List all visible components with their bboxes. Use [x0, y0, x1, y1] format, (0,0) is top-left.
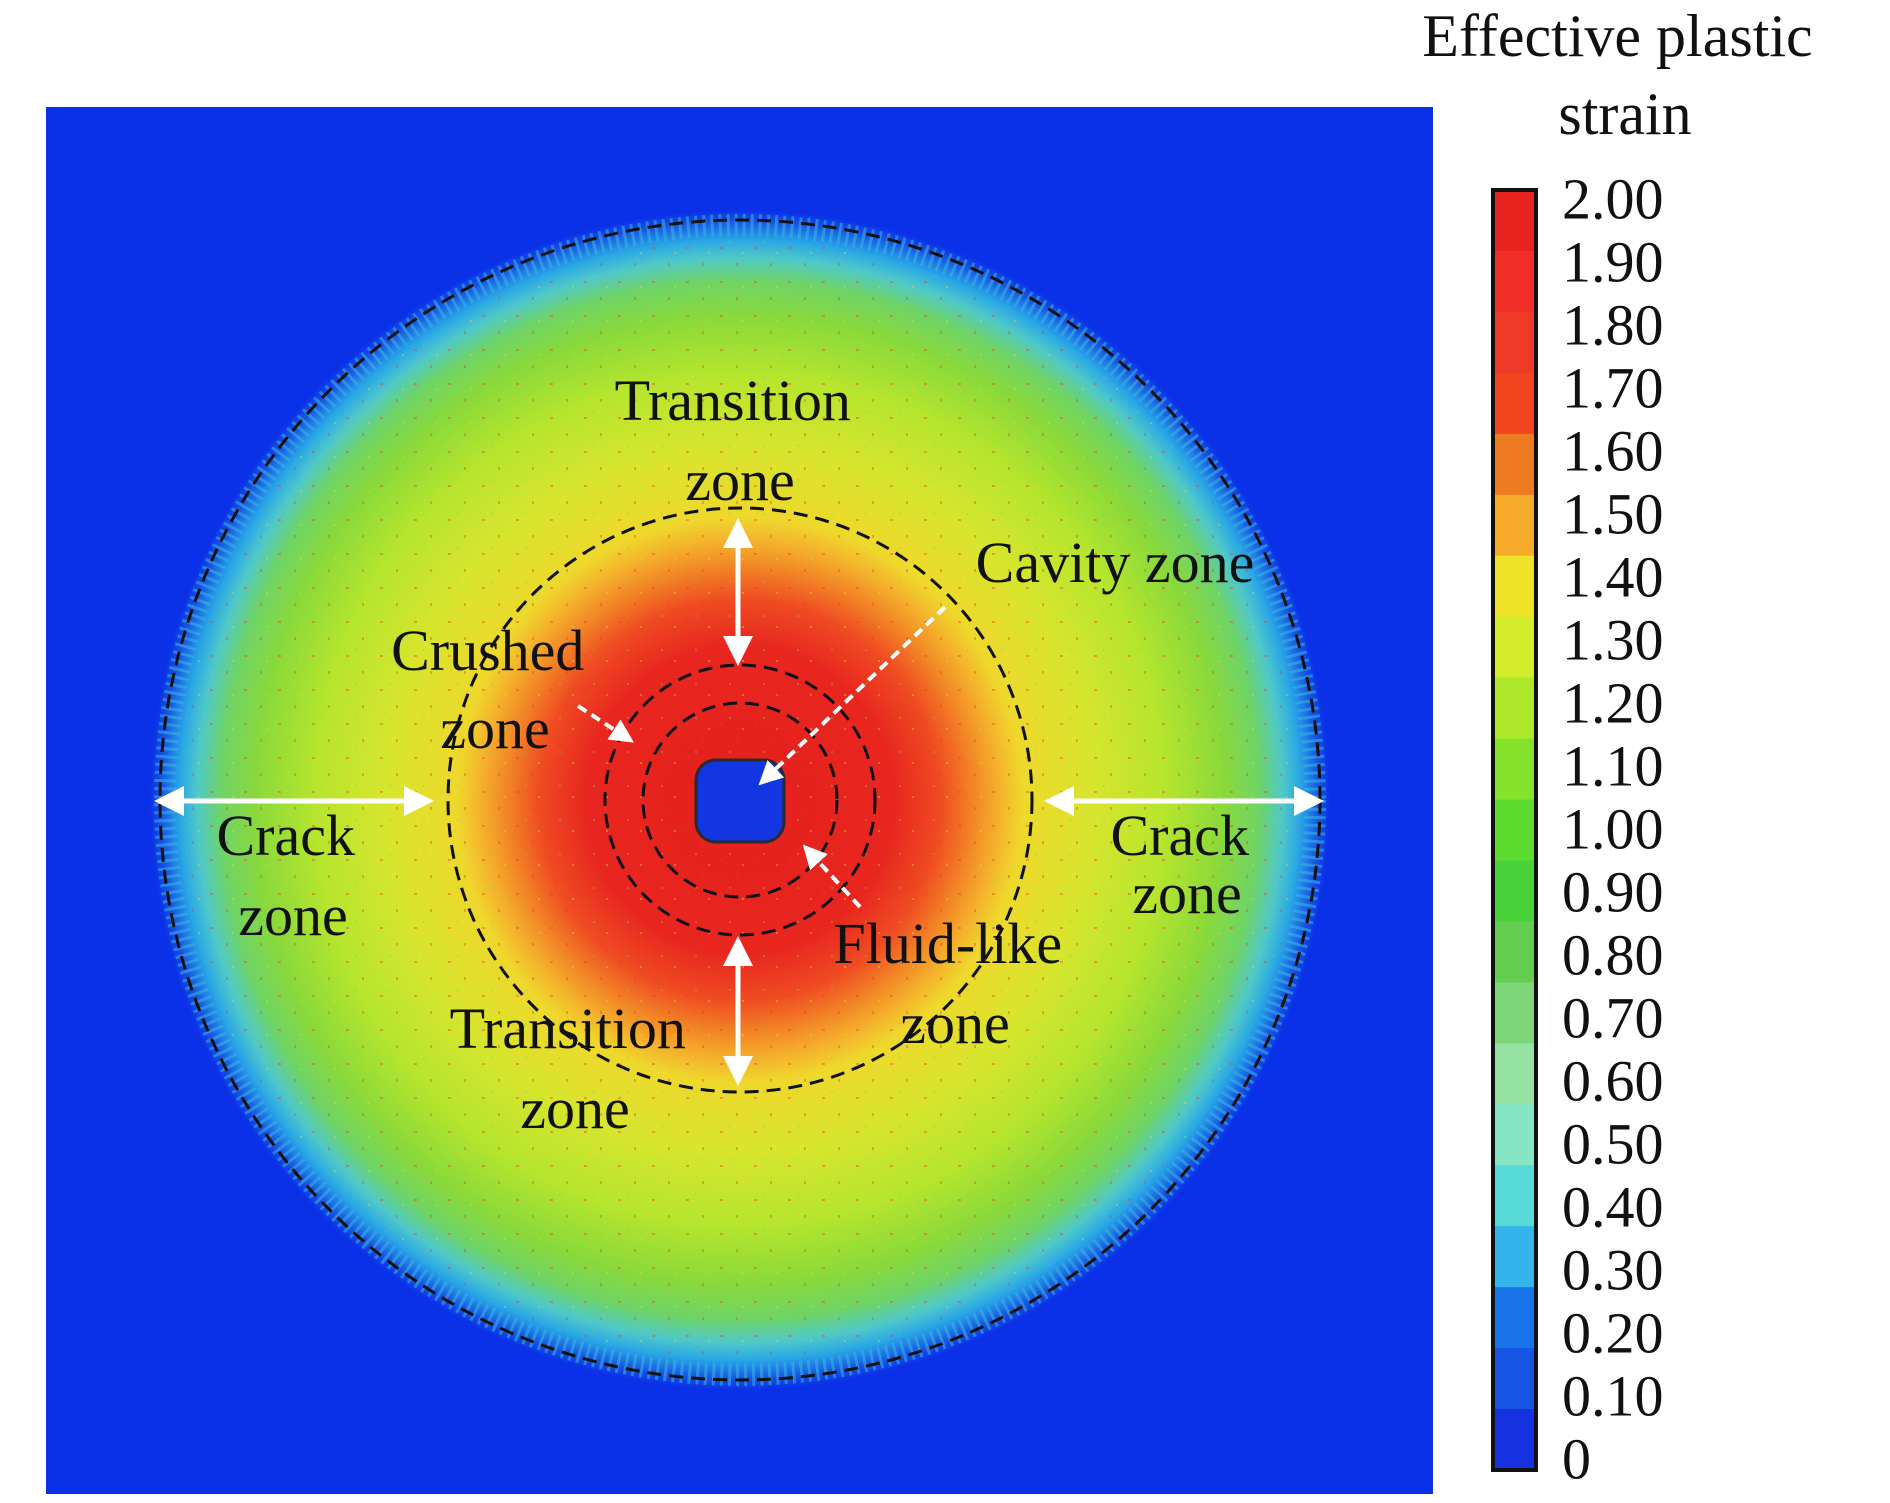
colorbar-segment	[1493, 1165, 1536, 1227]
colorbar-segment	[1493, 250, 1536, 313]
colorbar-tick-label: 0.30	[1562, 1237, 1664, 1302]
colorbar-segment	[1493, 982, 1536, 1044]
transition-zone-bottom-label: Transition zone	[450, 996, 701, 1141]
colorbar-segment	[1493, 921, 1536, 983]
fluid-like-arrow	[802, 844, 862, 909]
fluid-like-zone-boundary	[641, 701, 839, 899]
colorbar-segment	[1493, 1348, 1536, 1410]
crack-zone-right-label: Crack zone	[1111, 803, 1264, 926]
colorbar-tick-label: 0.50	[1562, 1111, 1664, 1176]
colorbar-segment	[1493, 1104, 1536, 1166]
crushed-zone-label: Crushed zone	[391, 618, 599, 761]
colorbar-tick-label: 0.90	[1562, 859, 1664, 924]
colorbar-segment	[1493, 1226, 1536, 1288]
colorbar-segment	[1493, 311, 1536, 374]
colorbar-segment	[1493, 190, 1536, 252]
colorbar-frame	[1491, 188, 1538, 1472]
transition-zone-top-label: Transition zone	[615, 368, 866, 513]
transition-zone-boundary	[446, 506, 1034, 1094]
colorbar-segment	[1493, 372, 1536, 435]
colorbar-tick-label: 0.70	[1562, 985, 1664, 1050]
colorbar-tick-label: 0.20	[1562, 1300, 1664, 1365]
colorbar-tick-labels: 2.001.901.801.701.601.501.401.301.201.10…	[1562, 166, 1664, 1491]
colorbar-title: Effective plastic strain	[1422, 3, 1827, 147]
colorbar-segment	[1493, 555, 1536, 618]
colorbar-tick-label: 1.80	[1562, 292, 1664, 357]
colorbar-segment	[1493, 616, 1536, 679]
colorbar-segment	[1493, 1043, 1536, 1105]
colorbar-segment	[1493, 799, 1536, 862]
crushed-zone-boundary	[603, 663, 877, 937]
colorbar-tick-label: 0.40	[1562, 1174, 1664, 1239]
colorbar-tick-label: 1.30	[1562, 607, 1664, 672]
colorbar-segment	[1493, 860, 1536, 923]
cavity-arrow	[758, 605, 947, 786]
crack-zone-left-label: Crack zone	[217, 803, 370, 948]
fluid-like-zone-label: Fluid-like zone	[833, 911, 1076, 1056]
cavity-zone-label: Cavity zone	[976, 530, 1255, 595]
colorbar-tick-label: 0	[1562, 1426, 1591, 1491]
colorbar-tick-label: 1.00	[1562, 796, 1664, 861]
colorbar-segment	[1493, 1409, 1536, 1471]
colorbar-tick-label: 0.60	[1562, 1048, 1664, 1113]
colorbar-segment	[1493, 677, 1536, 740]
colorbar-tick-label: 1.40	[1562, 544, 1664, 609]
colorbar-segment	[1493, 494, 1536, 557]
colorbar-tick-label: 1.90	[1562, 229, 1664, 294]
colorbar-tick-label: 0.80	[1562, 922, 1664, 987]
colorbar-segment	[1493, 433, 1536, 496]
colorbar-tick-label: 1.10	[1562, 733, 1664, 798]
colorbar-segment	[1493, 738, 1536, 801]
colorbar-tick-label: 2.00	[1562, 166, 1664, 231]
crushed-arrow	[576, 704, 635, 743]
colorbar-segments	[1493, 190, 1536, 1471]
colorbar-tick-label: 1.70	[1562, 355, 1664, 420]
colorbar-tick-label: 1.60	[1562, 418, 1664, 483]
colorbar-tick-label: 0.10	[1562, 1363, 1664, 1428]
colorbar-tick-label: 1.20	[1562, 670, 1664, 735]
colorbar-tick-label: 1.50	[1562, 481, 1664, 546]
colorbar-segment	[1493, 1287, 1536, 1349]
